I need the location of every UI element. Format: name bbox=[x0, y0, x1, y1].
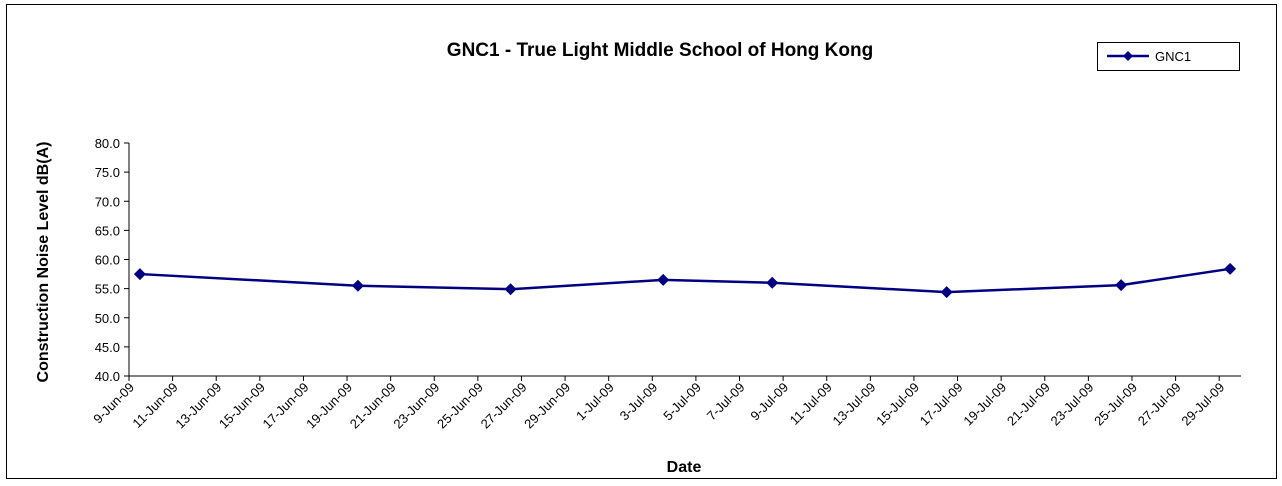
x-axis-label: Date bbox=[667, 459, 702, 476]
y-tick-label: 80.0 bbox=[95, 136, 120, 151]
y-tick-label: 50.0 bbox=[95, 311, 120, 326]
y-tick-label: 70.0 bbox=[95, 194, 120, 209]
legend-label: GNC1 bbox=[1155, 49, 1191, 64]
y-tick-label: 55.0 bbox=[95, 282, 120, 297]
data-point bbox=[766, 276, 779, 289]
legend: GNC1 bbox=[1097, 42, 1240, 71]
chart-title: GNC1 - True Light Middle School of Hong … bbox=[447, 40, 873, 61]
y-axis-label: Construction Noise Level dB(A) bbox=[35, 142, 52, 383]
legend-marker bbox=[1123, 51, 1133, 61]
y-tick-label: 40.0 bbox=[95, 369, 120, 384]
data-point bbox=[1115, 279, 1128, 292]
y-tick-label: 45.0 bbox=[95, 340, 120, 355]
chart-frame bbox=[6, 4, 1277, 479]
data-point bbox=[504, 283, 517, 296]
series-line bbox=[139, 267, 1231, 294]
y-tick-label: 75.0 bbox=[95, 165, 120, 180]
data-point bbox=[940, 286, 953, 299]
data-point bbox=[133, 268, 146, 281]
data-point bbox=[657, 273, 670, 286]
data-point bbox=[1224, 262, 1237, 275]
y-tick-label: 60.0 bbox=[95, 253, 120, 268]
y-tick-label: 65.0 bbox=[95, 223, 120, 238]
data-point bbox=[351, 279, 364, 292]
